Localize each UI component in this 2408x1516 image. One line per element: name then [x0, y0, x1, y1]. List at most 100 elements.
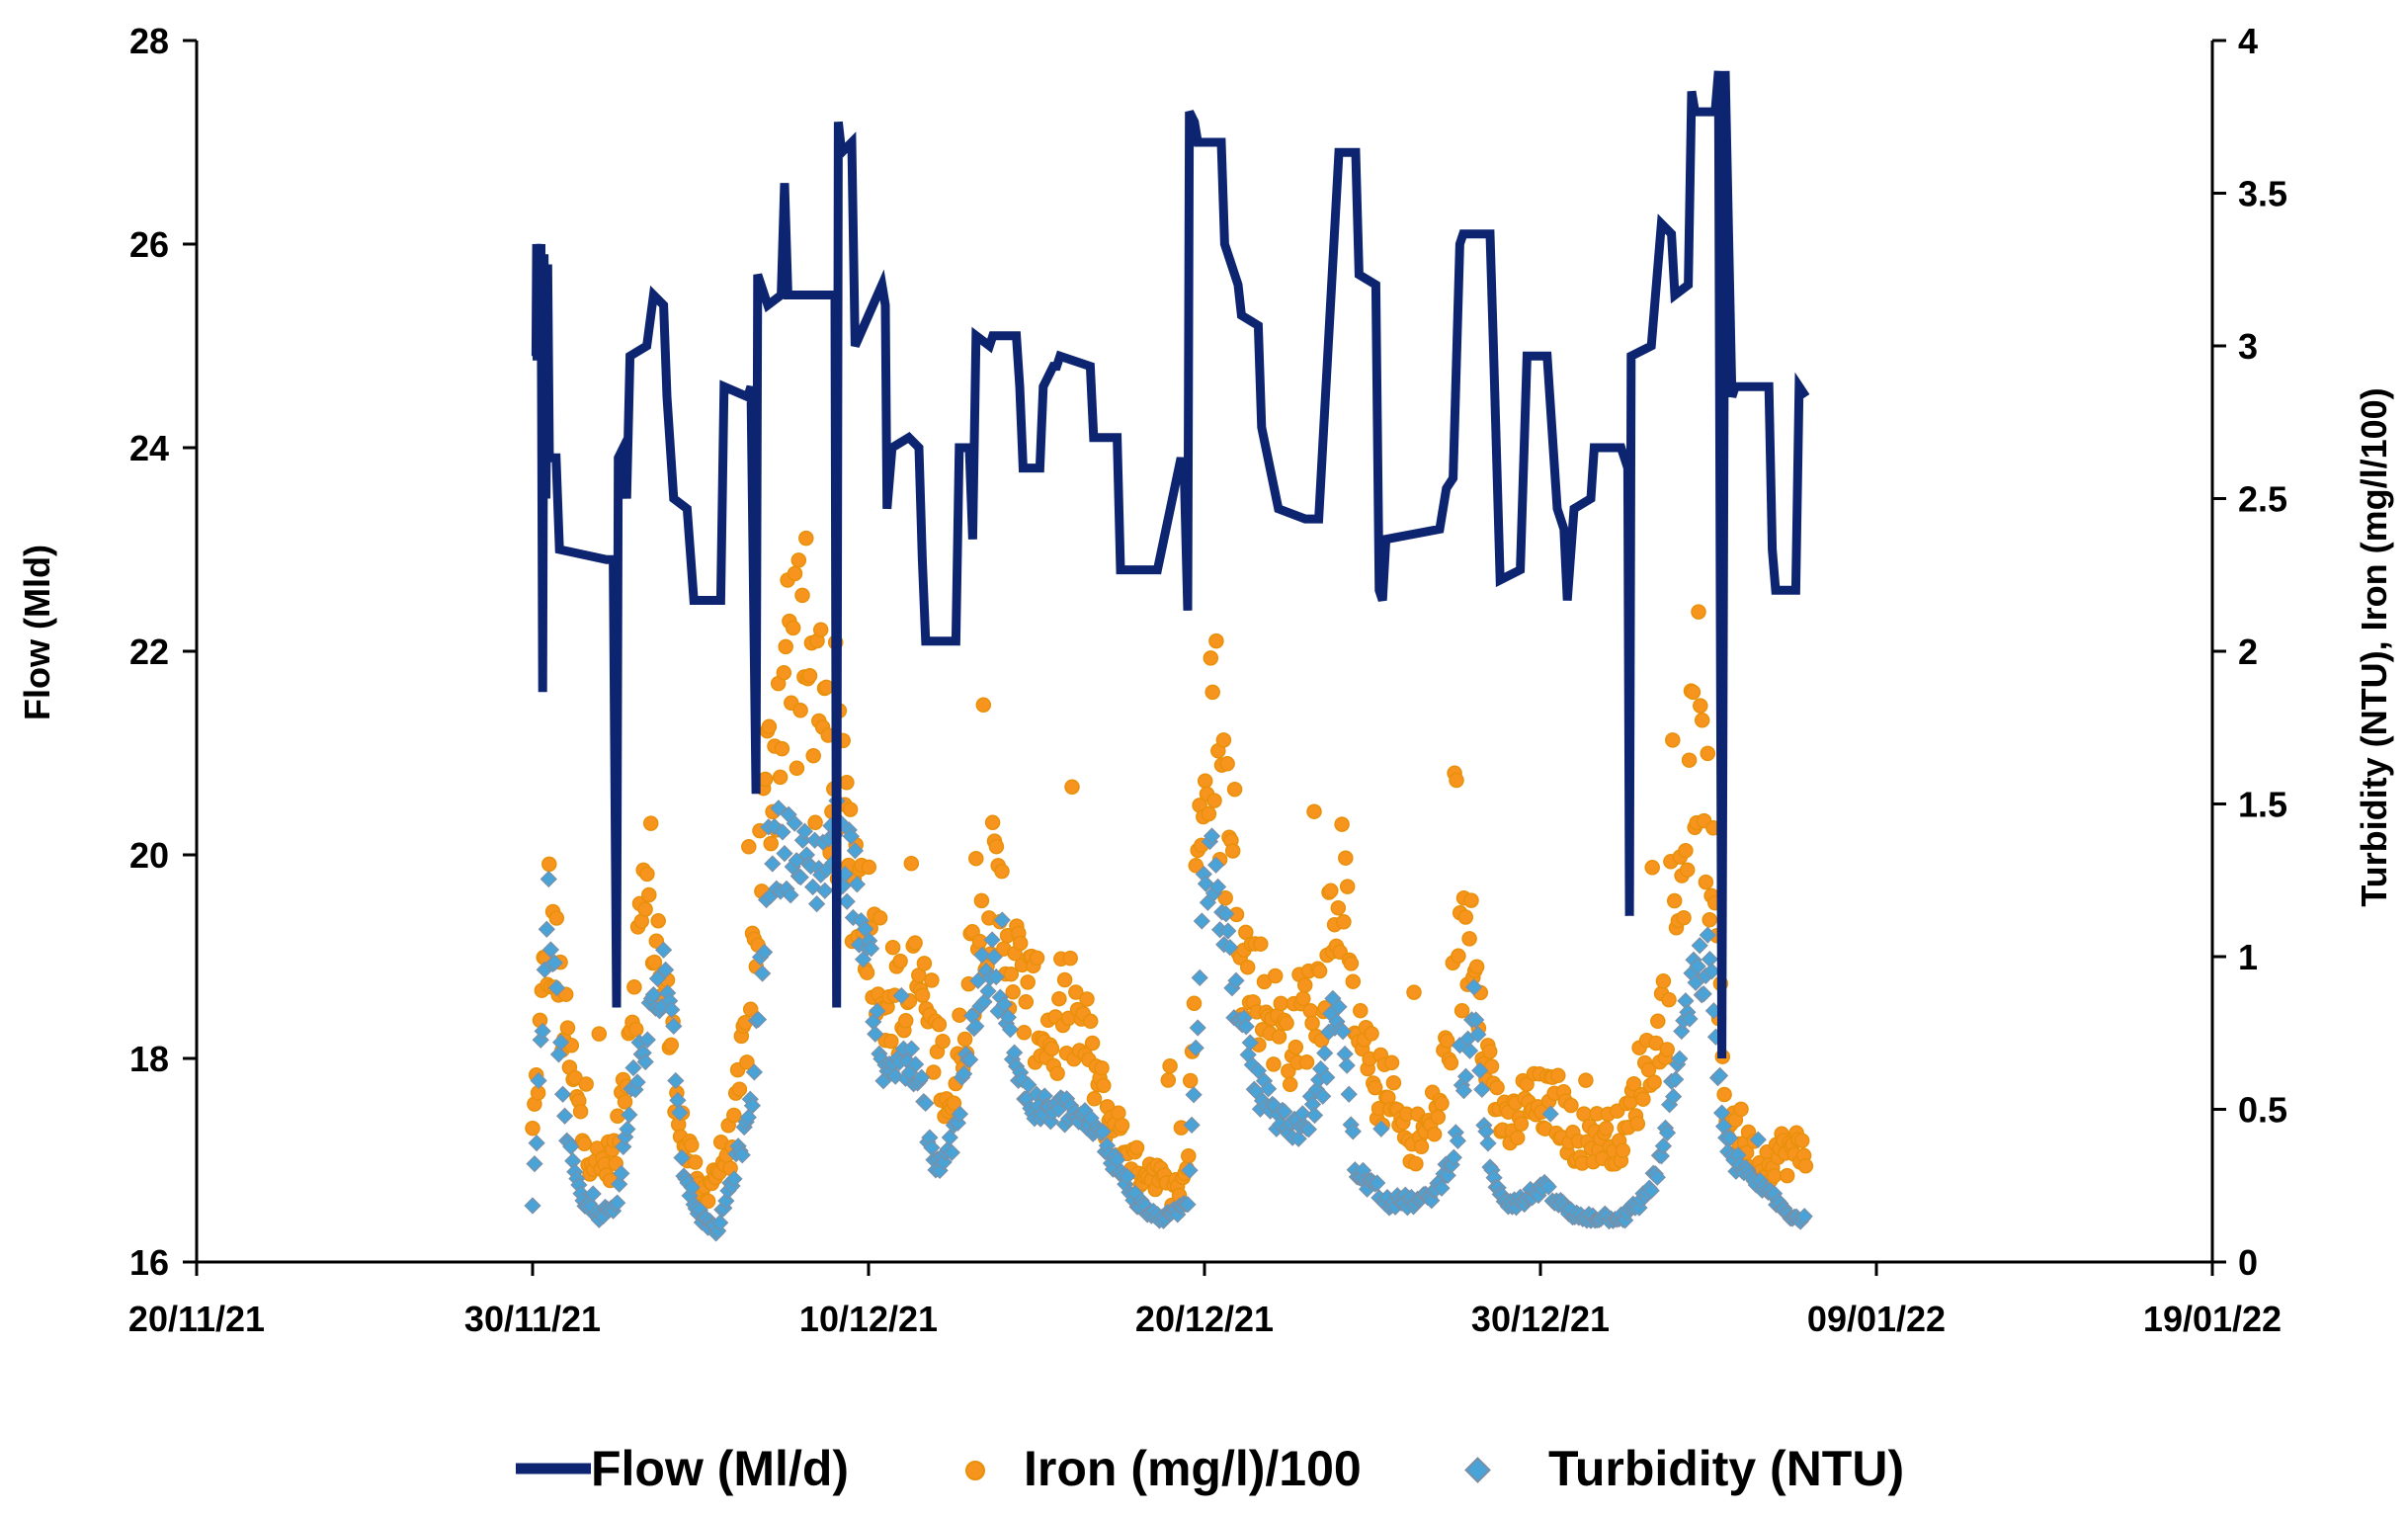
iron-point: [1334, 816, 1350, 832]
iron-point: [1700, 745, 1716, 762]
turbidity-point: [524, 1197, 541, 1215]
y-left-tick-label: 20: [129, 835, 169, 876]
iron-point: [812, 622, 829, 637]
turbidity-point: [838, 892, 856, 910]
axes-layer: 16 18 20 22 24 26 28 0 0.5 1 1.5 2 2.5 3 3.5 4 20/11/2…: [128, 21, 2287, 1339]
turbidity-point: [869, 1002, 886, 1020]
iron-point: [926, 1064, 942, 1080]
turbidity-point: [1005, 1044, 1024, 1061]
turbidity-point: [951, 1105, 969, 1123]
turbidity-point: [973, 946, 991, 965]
iron-point: [559, 1020, 576, 1036]
turbidity-point: [753, 965, 772, 982]
iron-point: [1068, 984, 1084, 1000]
iron-point: [1655, 973, 1672, 989]
iron-point: [739, 1054, 755, 1070]
iron-point: [1430, 1109, 1447, 1126]
iron-point: [1043, 1041, 1060, 1056]
turbidity-point: [955, 1064, 973, 1083]
iron-point: [1434, 1095, 1450, 1112]
iron-point: [1481, 1044, 1498, 1059]
iron-point: [1578, 1072, 1594, 1088]
legend-item-iron: Iron (mg/l)/100: [965, 1441, 1362, 1496]
y-right-tick-label: 4: [2238, 21, 2258, 61]
iron-point: [731, 1081, 748, 1097]
iron-point: [742, 1001, 759, 1018]
iron-point: [842, 801, 859, 817]
iron-point: [1204, 684, 1220, 701]
iron-point: [1443, 1054, 1459, 1071]
legend: Flow (Ml/d) Iron (mg/l)/100 Turbidity (N…: [516, 1441, 1904, 1496]
turbidity-point: [913, 1068, 931, 1086]
turbidity-point: [786, 814, 803, 832]
y-right-tick-label: 0: [2238, 1242, 2258, 1283]
turbidity-point: [1316, 1044, 1334, 1062]
turbidity-point: [1654, 1137, 1673, 1155]
turbidity-point: [538, 920, 555, 938]
iron-point: [1383, 1054, 1400, 1071]
iron-point: [1483, 1058, 1500, 1074]
turbidity-point: [774, 823, 791, 841]
iron-point: [557, 986, 574, 1002]
legend-item-flow: Flow (Ml/d): [516, 1441, 849, 1496]
turbidity-point: [1094, 1123, 1112, 1140]
iron-point: [1733, 1101, 1749, 1118]
y-left-tick-label: 22: [129, 632, 169, 672]
iron-point: [1296, 977, 1313, 993]
iron-point: [1203, 650, 1219, 666]
turbidity-point: [1795, 1208, 1813, 1225]
iron-point: [684, 1137, 700, 1153]
iron-point: [1343, 956, 1360, 971]
iron-point: [1659, 1042, 1675, 1057]
iron-point: [1295, 990, 1311, 1007]
legend-item-turbidity: Turbidity (NTU): [1464, 1441, 1904, 1496]
iron-point: [1339, 879, 1356, 894]
iron-point: [1304, 1015, 1320, 1032]
iron-point: [641, 886, 657, 903]
iron-point: [1064, 779, 1080, 796]
turbidity-point: [1305, 1106, 1324, 1125]
turbidity-point: [1293, 1105, 1311, 1123]
iron-point: [859, 965, 875, 980]
x-tick-label: 19/01/22: [2143, 1299, 2282, 1339]
iron-point: [883, 1033, 899, 1050]
turbidity-point: [867, 1025, 884, 1043]
iron-point: [1413, 1138, 1430, 1155]
turbidity-point: [999, 1008, 1018, 1027]
iron-point: [1509, 1130, 1526, 1146]
x-tick-label: 10/12/21: [799, 1299, 938, 1339]
iron-point: [787, 565, 803, 582]
turbidity-point: [1187, 1039, 1204, 1057]
iron-point: [1364, 1026, 1379, 1042]
iron-point: [794, 587, 810, 604]
iron-point: [1323, 883, 1339, 899]
turbidity-point: [644, 985, 663, 1004]
turbidity-point: [562, 1137, 580, 1155]
y-left-tick-label: 28: [129, 21, 169, 61]
turbidity-point: [1020, 1076, 1038, 1094]
turbidity-point: [863, 940, 880, 958]
turbidity-point: [1334, 1023, 1352, 1041]
iron-point: [1451, 948, 1466, 965]
iron-point: [1018, 994, 1035, 1010]
turbidity-point: [764, 855, 782, 873]
iron-point: [1766, 1167, 1783, 1184]
turbidity-point: [584, 1185, 602, 1203]
iron-point: [591, 1026, 608, 1042]
turbidity-point: [1369, 1174, 1386, 1192]
iron-point: [1208, 632, 1224, 649]
iron-point: [1702, 911, 1717, 928]
iron-point: [785, 620, 801, 636]
turbidity-point: [1702, 963, 1721, 980]
iron-point: [1716, 1086, 1732, 1103]
turbidity-point: [745, 1063, 764, 1081]
iron-point: [1665, 732, 1681, 748]
turbidity-point: [553, 1085, 572, 1103]
iron-point: [1217, 889, 1233, 906]
iron-point: [1226, 781, 1243, 798]
turbidity-point: [1259, 1080, 1278, 1098]
iron-point: [1162, 1057, 1178, 1074]
turbidity-point: [1469, 1026, 1487, 1044]
iron-point: [801, 667, 818, 684]
